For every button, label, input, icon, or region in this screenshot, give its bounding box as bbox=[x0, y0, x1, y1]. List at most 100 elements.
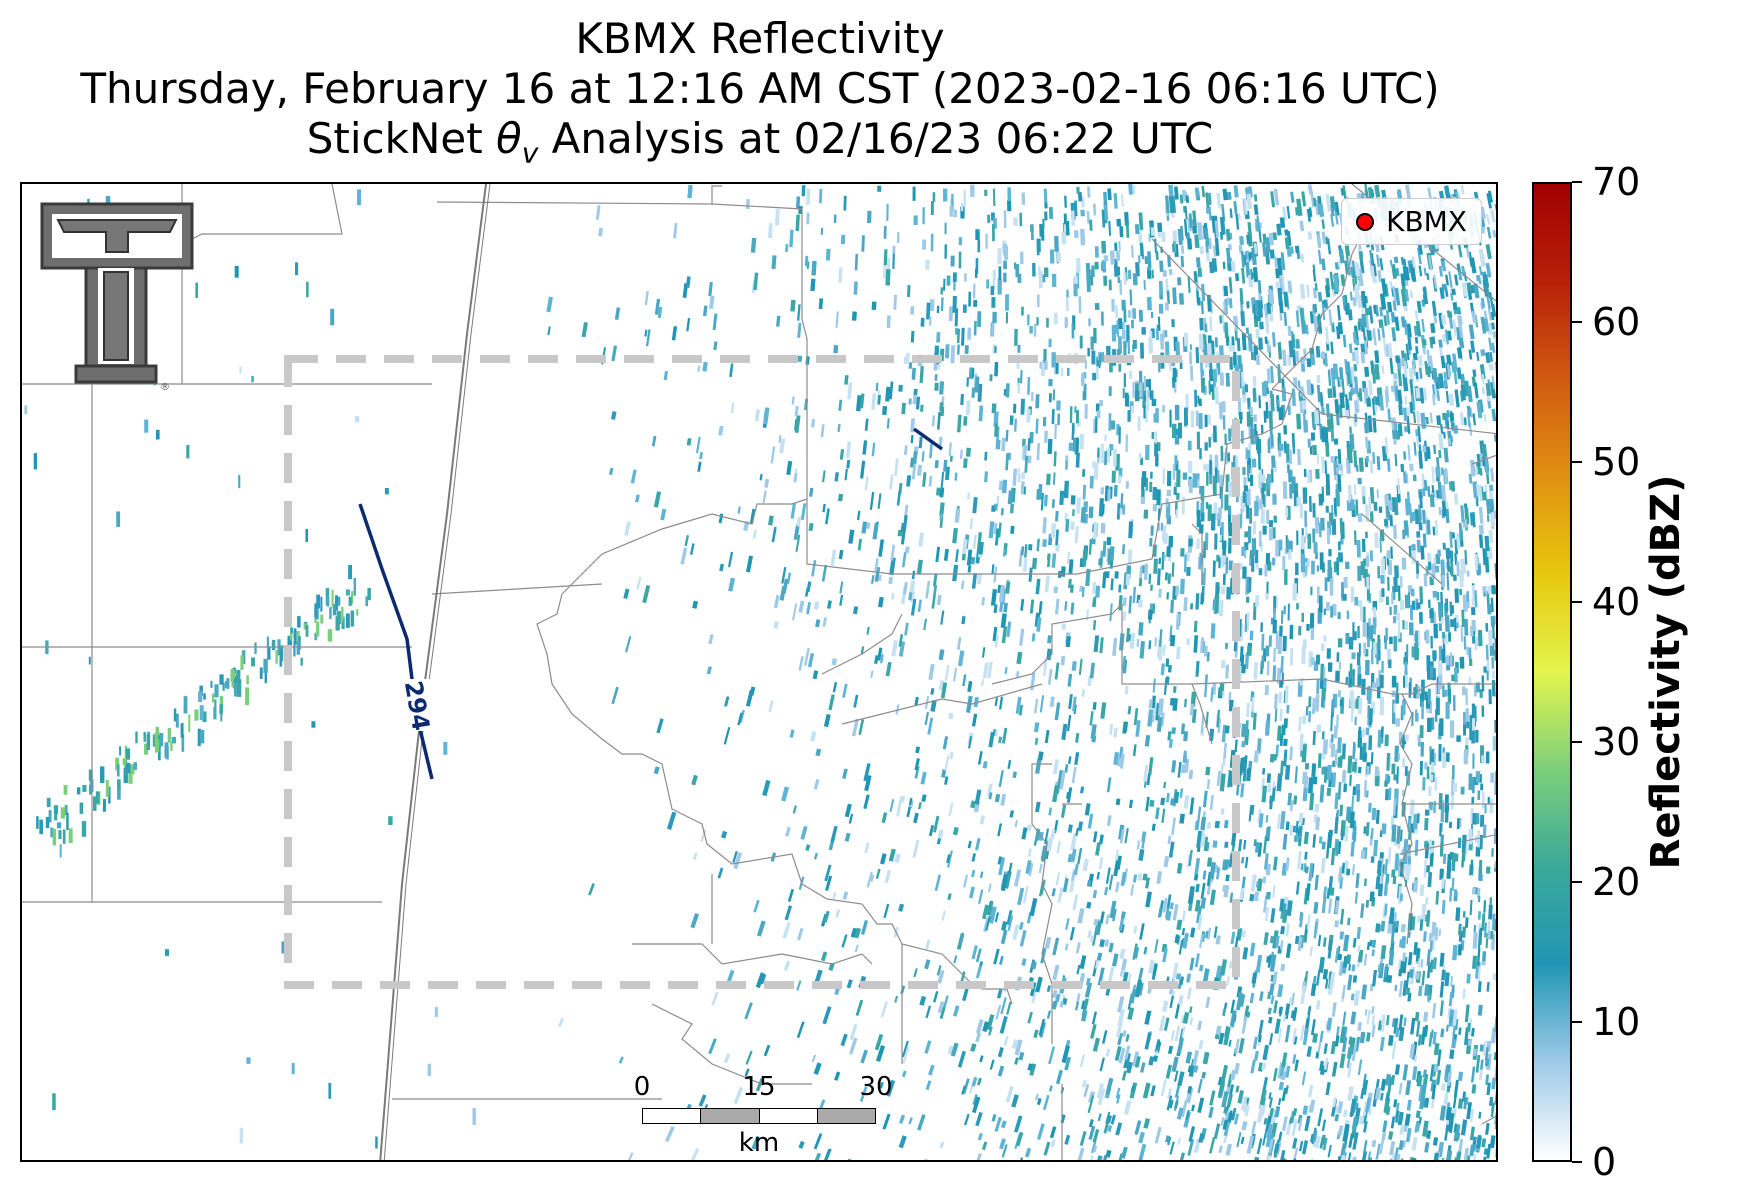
echo-gate bbox=[910, 435, 914, 444]
echo-gate bbox=[1034, 1093, 1039, 1101]
echo-gate bbox=[1068, 442, 1074, 451]
echo-gate bbox=[1458, 522, 1462, 530]
echo-gate bbox=[1157, 222, 1163, 233]
echo-gate bbox=[1007, 915, 1014, 931]
echo-gate bbox=[1099, 834, 1104, 845]
echo-gate bbox=[1493, 828, 1496, 844]
echo-gate bbox=[826, 600, 832, 609]
echo-gate bbox=[1042, 1094, 1050, 1111]
echo-gate bbox=[776, 315, 781, 327]
echo-gate bbox=[811, 419, 816, 428]
echo-gate bbox=[1074, 230, 1079, 238]
echo-gate bbox=[1426, 655, 1431, 672]
echo-gate bbox=[918, 532, 925, 547]
echo-gate bbox=[973, 320, 977, 336]
echo-gate bbox=[1162, 404, 1166, 413]
echo-gate bbox=[1338, 464, 1343, 471]
echo-gate bbox=[1361, 984, 1368, 1000]
echo-gate bbox=[1314, 803, 1320, 813]
echo-gate bbox=[1132, 1051, 1140, 1067]
echo-gate bbox=[1033, 1029, 1039, 1039]
echo-gate bbox=[1383, 519, 1389, 527]
echo-gate bbox=[965, 695, 973, 713]
echo-gate bbox=[1362, 325, 1367, 341]
echo-gate bbox=[763, 407, 770, 425]
echo-gate bbox=[1463, 711, 1466, 729]
echo-gate bbox=[1190, 691, 1197, 707]
echo-gate bbox=[1123, 308, 1127, 323]
echo-gate bbox=[1240, 783, 1245, 798]
echo-gate bbox=[1197, 1020, 1203, 1031]
echo-gate bbox=[1336, 305, 1341, 321]
echo-gate bbox=[1080, 209, 1085, 217]
echo-gate bbox=[1204, 322, 1208, 333]
echo-gate bbox=[1404, 395, 1408, 405]
echo-gate bbox=[1051, 888, 1056, 897]
echo-gate bbox=[994, 912, 1000, 923]
echo-gate bbox=[1087, 186, 1091, 198]
echo-gate bbox=[853, 694, 859, 708]
echo-gate bbox=[1015, 671, 1020, 678]
echo-gate bbox=[1092, 620, 1097, 631]
echo-gate bbox=[1301, 645, 1306, 665]
echo-gate bbox=[1386, 550, 1391, 559]
echo-gate bbox=[1434, 776, 1438, 791]
echo-gate bbox=[1321, 407, 1325, 415]
echo-gate bbox=[1378, 1159, 1386, 1160]
echo-gate bbox=[1156, 489, 1161, 506]
echo-gate bbox=[1349, 663, 1353, 679]
echo-gate bbox=[921, 794, 927, 802]
echo-gate bbox=[974, 789, 982, 805]
echo-gate bbox=[1385, 627, 1388, 641]
echo-gate bbox=[913, 812, 919, 824]
echo-gate bbox=[708, 634, 714, 645]
echo-gate bbox=[1091, 265, 1095, 278]
map-panel[interactable]: 294 ® KBMX 0 15 30 km bbox=[20, 182, 1498, 1162]
echo-gate bbox=[1333, 438, 1339, 445]
echo-gate bbox=[1445, 657, 1450, 665]
echo-gate bbox=[1221, 522, 1224, 536]
echo-gate bbox=[1285, 857, 1290, 871]
echo-gate bbox=[1005, 453, 1009, 471]
echo-gate bbox=[1173, 486, 1177, 495]
echo-gate bbox=[1477, 966, 1481, 983]
echo-gate bbox=[1379, 257, 1384, 271]
echo-gate bbox=[713, 341, 718, 351]
echo-gate bbox=[1258, 395, 1262, 409]
echo-gate bbox=[1054, 702, 1061, 721]
echo-gate bbox=[1493, 1052, 1496, 1061]
echo-gate bbox=[1485, 262, 1492, 278]
echo-gate bbox=[1246, 502, 1250, 519]
echo-gate bbox=[656, 718, 664, 734]
echo-gate bbox=[1103, 255, 1109, 262]
echo-gate bbox=[1251, 538, 1257, 556]
echo-gate bbox=[1183, 332, 1189, 347]
echo-gate bbox=[1494, 364, 1496, 374]
echo-gate bbox=[1056, 840, 1062, 854]
echo-gate bbox=[1358, 457, 1364, 472]
echo-gate bbox=[712, 313, 718, 331]
echo-gate bbox=[1277, 342, 1283, 360]
echo-gate bbox=[1169, 1141, 1175, 1155]
echo-gate bbox=[1494, 1016, 1496, 1032]
echo-gate bbox=[1195, 410, 1199, 427]
echo-gate bbox=[1110, 1114, 1116, 1125]
echo-gate bbox=[1165, 658, 1170, 667]
echo-gate bbox=[1441, 969, 1446, 981]
echo-gate bbox=[835, 311, 839, 328]
echo-gate bbox=[1199, 317, 1204, 331]
echo-gate bbox=[1001, 626, 1008, 644]
echo-gate bbox=[1369, 460, 1374, 474]
echo-gate bbox=[1319, 392, 1324, 407]
echo-gate bbox=[1353, 450, 1358, 468]
echo-gate bbox=[949, 205, 953, 217]
echo-gate bbox=[1322, 739, 1329, 755]
echo-gate bbox=[697, 461, 702, 472]
echo-gate bbox=[1315, 1051, 1320, 1059]
echo-gate bbox=[1490, 467, 1495, 482]
echo-gate bbox=[1475, 846, 1481, 857]
echo-gate bbox=[1108, 874, 1114, 891]
echo-gate bbox=[1154, 431, 1158, 444]
echo-gate bbox=[879, 654, 884, 664]
echo-gate bbox=[911, 462, 917, 480]
